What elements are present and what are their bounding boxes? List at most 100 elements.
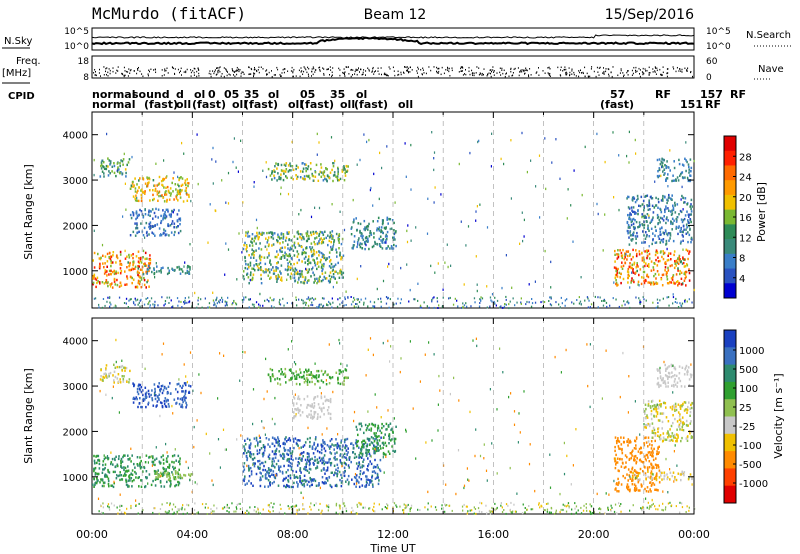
power-cell xyxy=(337,179,339,182)
velocity-cell xyxy=(308,471,310,474)
power-cell xyxy=(684,277,687,280)
power-cell xyxy=(98,257,101,260)
power-cell xyxy=(285,162,288,165)
velocity-cell xyxy=(322,456,325,459)
velocity-cell xyxy=(361,452,364,456)
freq-mark xyxy=(292,75,294,78)
power-cell xyxy=(512,297,514,300)
power-cell xyxy=(135,255,138,258)
power-cell xyxy=(632,196,635,199)
velocity-cell xyxy=(135,476,137,479)
velocity-cell xyxy=(634,454,637,458)
velocity-cell xyxy=(370,436,373,439)
power-cell xyxy=(647,275,650,279)
power-cell xyxy=(370,186,372,190)
power-cell xyxy=(628,265,631,268)
freq-mark xyxy=(605,68,607,70)
power-cell xyxy=(277,172,279,175)
velocity-cell xyxy=(246,437,249,440)
power-cell xyxy=(519,242,521,245)
velocity-cell xyxy=(105,368,107,372)
velocity-cell xyxy=(287,480,290,483)
velocity-cell xyxy=(305,368,307,371)
freq-mark xyxy=(180,67,182,70)
power-cell xyxy=(473,297,476,300)
power-cell xyxy=(331,203,333,206)
velocity-cell xyxy=(329,462,332,465)
power-cell xyxy=(120,263,123,266)
power-cell xyxy=(146,177,149,181)
velocity-cell xyxy=(185,401,187,405)
velocity-cell xyxy=(115,455,117,458)
power-cell xyxy=(523,235,525,238)
power-cell xyxy=(324,277,327,280)
power-cell xyxy=(664,266,667,269)
power-cell xyxy=(667,207,669,210)
power-cell xyxy=(114,283,117,286)
velocity-cell xyxy=(309,436,311,440)
freq-mark xyxy=(529,68,531,70)
power-cell xyxy=(353,220,355,223)
power-cell xyxy=(652,211,655,214)
velocity-cell xyxy=(131,454,133,457)
velocity-cell xyxy=(365,451,368,454)
power-cell xyxy=(268,268,270,271)
velocity-cell xyxy=(345,456,347,459)
velocity-cell xyxy=(349,456,351,459)
velocity-cell xyxy=(326,466,329,469)
power-cell xyxy=(149,266,151,270)
power-cell xyxy=(175,226,178,229)
freq-mark xyxy=(215,74,217,76)
power-cell xyxy=(670,220,673,224)
power-cell xyxy=(690,207,692,211)
velocity-cell xyxy=(141,389,144,392)
power-cell xyxy=(580,303,582,306)
power-cell xyxy=(666,198,668,201)
velocity-cell xyxy=(302,451,305,454)
power-cell xyxy=(688,298,690,301)
power-cell xyxy=(109,301,111,304)
power-cell xyxy=(127,261,129,264)
velocity-cell xyxy=(304,458,307,462)
power-cell xyxy=(653,262,655,265)
velocity-cell xyxy=(279,465,282,468)
power-cell xyxy=(147,268,149,271)
power-cell xyxy=(641,276,643,279)
power-cell xyxy=(648,257,651,260)
power-cell xyxy=(272,243,275,246)
velocity-cell xyxy=(262,468,264,472)
power-cell xyxy=(633,261,636,264)
power-cell xyxy=(313,273,316,277)
power-cell xyxy=(460,220,462,223)
velocity-cell xyxy=(355,455,358,459)
velocity-cell xyxy=(262,445,265,448)
power-cell xyxy=(153,305,156,308)
power-cell xyxy=(144,208,146,211)
power-cell xyxy=(292,249,295,252)
power-cell xyxy=(307,263,309,266)
velocity-cell xyxy=(259,463,261,466)
velocity-cell xyxy=(165,387,168,390)
power-cell xyxy=(132,180,134,184)
velocity-cell xyxy=(260,472,262,475)
velocity-cell xyxy=(339,369,342,372)
freq-mark xyxy=(123,75,125,78)
velocity-cell xyxy=(315,446,317,449)
velocity-cell xyxy=(107,457,109,461)
velocity-cell xyxy=(313,396,316,399)
power-cell xyxy=(303,175,306,178)
freq-mark xyxy=(231,68,233,70)
velocity-cell xyxy=(373,432,375,435)
velocity-cell xyxy=(316,395,319,398)
power-cell xyxy=(670,258,672,261)
freq-mark xyxy=(318,66,320,69)
power-cell xyxy=(149,209,151,213)
freq-mark xyxy=(198,72,200,75)
power-cell xyxy=(632,225,635,229)
velocity-cell xyxy=(631,449,634,452)
power-cell xyxy=(376,287,378,291)
velocity-cell xyxy=(652,458,655,462)
velocity-cell xyxy=(329,457,331,461)
velocity-cell xyxy=(391,430,394,433)
power-cell xyxy=(662,199,664,202)
